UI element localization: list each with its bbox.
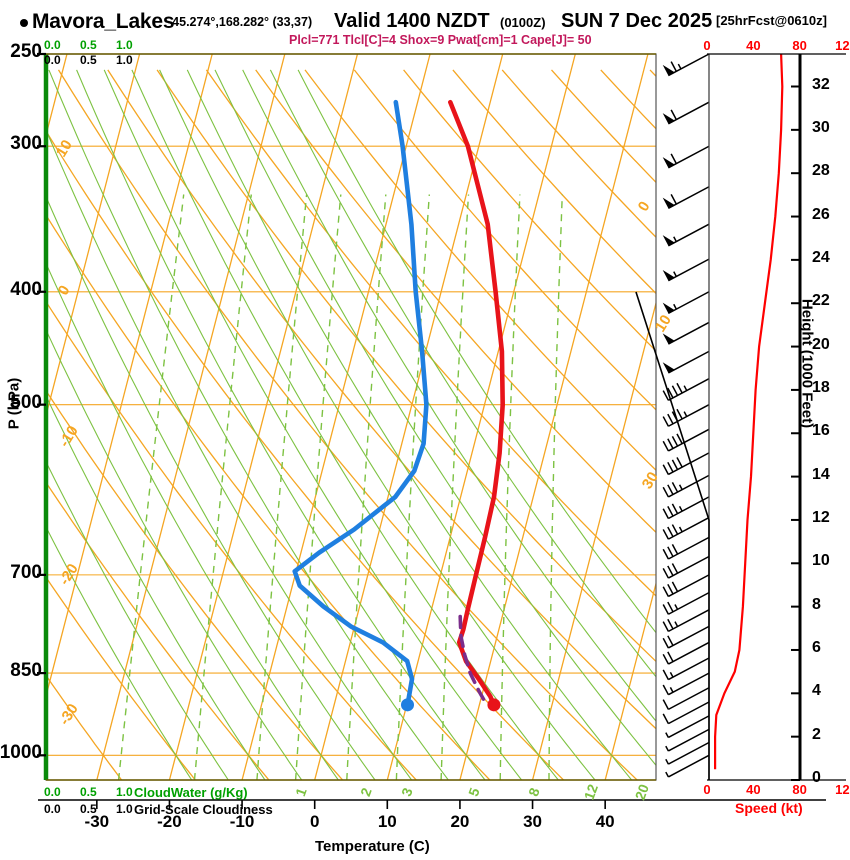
valid-time-zulu: (0100Z) <box>500 15 546 30</box>
height-axis-title: Height (1000 Feet) <box>798 298 816 429</box>
forecast-label: [25hrFcst@0610z] <box>716 13 827 28</box>
valid-time: Valid 1400 NZDT <box>334 10 490 32</box>
temperature-tick-10: 10 <box>377 812 397 831</box>
temperature-tick-20: 20 <box>450 812 470 831</box>
temperature-tick--20: -20 <box>157 812 182 831</box>
height-tick-24: 24 <box>812 248 830 266</box>
speed-tick-bot-120: 120 <box>835 782 850 797</box>
pressure-tick-250: 250 <box>10 41 42 62</box>
pressure-tick-400: 400 <box>10 278 42 300</box>
temperature-tick-40: 40 <box>595 812 615 831</box>
cloudwater-tick-bot-1: 0.5 <box>80 785 97 799</box>
height-tick-22: 22 <box>812 292 830 310</box>
speed-tick-top-120: 120 <box>835 38 850 53</box>
temperature-tick-30: 30 <box>523 812 542 831</box>
valid-date: SUN 7 Dec 2025 <box>561 10 713 32</box>
speed-axis-title: Speed (kt) <box>735 800 803 816</box>
height-tick-2: 2 <box>812 725 821 743</box>
pressure-tick-700: 700 <box>10 561 42 583</box>
speed-tick-bot-0: 0 <box>703 782 711 797</box>
sounding-traces <box>292 99 505 712</box>
speed-tick-top-80: 80 <box>792 38 807 53</box>
cloudwater-tick-top-0: 0.0 <box>44 38 61 52</box>
height-tick-10: 10 <box>812 552 830 570</box>
pressure-tick-300: 300 <box>10 133 42 155</box>
wind-speed-profile <box>714 54 784 770</box>
plot-frame <box>37 52 846 809</box>
height-tick-32: 32 <box>812 75 830 93</box>
height-tick-30: 30 <box>812 118 830 136</box>
pressure-axis-title: P (hPa) <box>5 377 23 430</box>
cloudiness-tick-top-0: 0.0 <box>44 53 61 67</box>
height-tick-4: 4 <box>812 682 821 700</box>
cloudiness-tick-bot-1: 0.5 <box>80 802 97 816</box>
height-tick-28: 28 <box>812 162 830 180</box>
stability-parameters: Plcl=771 Tlcl[C]=4 Shox=9 Pwat[cm]=1 Cap… <box>289 33 592 47</box>
pressure-tick-500: 500 <box>10 391 42 413</box>
grid-lines <box>46 54 656 780</box>
cloudwater-tick-bot-0: 0.0 <box>44 785 61 799</box>
cloudiness-tick-bot-0: 0.0 <box>44 802 61 816</box>
pressure-tick-1000: 1000 <box>0 742 42 764</box>
cloudwater-tick-top-1: 0.5 <box>80 38 97 52</box>
temperature-tick--30: -30 <box>84 812 110 831</box>
height-tick-18: 18 <box>812 378 830 396</box>
temperature-tick--10: -10 <box>229 812 255 831</box>
station-coordinates: -45.274°,168.282° (33,37) <box>168 15 313 29</box>
height-tick-6: 6 <box>812 638 821 656</box>
cloudiness-axis-title: Grid-Scale Cloudiness <box>134 802 273 817</box>
wind-barb-column <box>662 53 710 778</box>
height-tick-26: 26 <box>812 205 830 223</box>
height-tick-0: 0 <box>812 769 821 786</box>
cloudiness-tick-bot-2: 1.0 <box>116 802 133 816</box>
temperature-axis-title: Temperature (C) <box>315 838 430 855</box>
cloudwater-tick-bot-2: 1.0 <box>116 785 133 799</box>
cloudiness-tick-top-2: 1.0 <box>116 53 133 67</box>
speed-tick-bot-80: 80 <box>792 782 807 797</box>
cloudiness-tick-top-1: 0.5 <box>80 53 97 67</box>
height-tick-12: 12 <box>812 508 830 526</box>
height-tick-20: 20 <box>812 335 830 353</box>
station-marker-dot <box>20 19 28 27</box>
height-tick-14: 14 <box>812 465 830 483</box>
speed-tick-bot-40: 40 <box>746 782 761 797</box>
pressure-tick-850: 850 <box>10 660 42 682</box>
cloudwater-tick-top-2: 1.0 <box>116 38 133 52</box>
speed-tick-top-40: 40 <box>746 38 761 53</box>
cloudwater-axis-title: CloudWater (g/Kg) <box>134 785 248 800</box>
station-name: Mavora_Lakes <box>32 10 175 33</box>
height-tick-8: 8 <box>812 595 821 613</box>
height-tick-16: 16 <box>812 422 830 440</box>
speed-tick-top-0: 0 <box>703 38 711 53</box>
temperature-tick-0: 0 <box>309 812 320 831</box>
